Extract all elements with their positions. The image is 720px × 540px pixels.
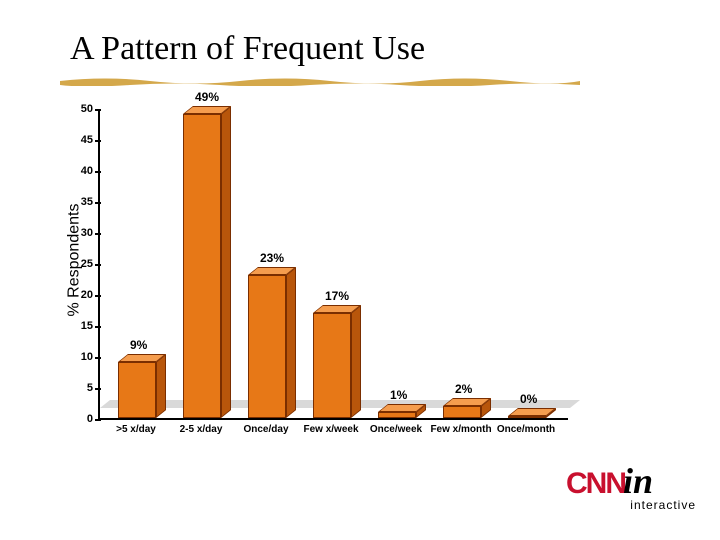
- bar-side: [286, 267, 296, 418]
- bar-chart: 9%49%23%17%1%2%0% 05101520253035404550 >…: [60, 110, 580, 450]
- y-tick: 40: [68, 165, 93, 177]
- bar: 2%: [443, 398, 491, 418]
- y-tick: 35: [68, 196, 93, 208]
- bar-front: [508, 416, 546, 418]
- bar-value-label: 0%: [520, 392, 537, 406]
- y-tick: 0: [68, 413, 93, 425]
- x-tick: >5 x/day: [105, 424, 167, 435]
- x-tick: Once/day: [235, 424, 297, 435]
- bar-front: [313, 313, 351, 418]
- logo-primary: CNN: [566, 467, 625, 501]
- bar: 0%: [508, 408, 556, 418]
- bar: 17%: [313, 305, 361, 418]
- y-tick: 25: [68, 258, 93, 270]
- bar-front: [248, 275, 286, 418]
- x-tick: Once/month: [495, 424, 557, 435]
- bar-value-label: 23%: [260, 251, 284, 265]
- bar-value-label: 17%: [325, 289, 349, 303]
- bar: 1%: [378, 404, 426, 418]
- bars-container: 9%49%23%17%1%2%0%: [100, 110, 568, 418]
- x-tick: Once/week: [365, 424, 427, 435]
- plot-area: 9%49%23%17%1%2%0%: [98, 110, 568, 420]
- x-tick: 2-5 x/day: [170, 424, 232, 435]
- bar-front: [118, 362, 156, 418]
- y-tick: 5: [68, 382, 93, 394]
- y-tick: 30: [68, 227, 93, 239]
- bar-value-label: 2%: [455, 382, 472, 396]
- bar: 9%: [118, 354, 166, 418]
- page-title: A Pattern of Frequent Use: [70, 30, 425, 68]
- y-tick: 10: [68, 351, 93, 363]
- bar-front: [183, 114, 221, 418]
- bar-value-label: 1%: [390, 388, 407, 402]
- y-tick: 15: [68, 320, 93, 332]
- bar-front: [443, 406, 481, 418]
- bar: 23%: [248, 267, 296, 418]
- bar-side: [156, 354, 166, 418]
- bar-value-label: 49%: [195, 90, 219, 104]
- bar: 49%: [183, 106, 231, 418]
- bar-front: [378, 412, 416, 418]
- logo-suffix: in: [623, 460, 653, 502]
- x-tick: Few x/week: [300, 424, 362, 435]
- y-tick: 20: [68, 289, 93, 301]
- bar-value-label: 9%: [130, 338, 147, 352]
- brand-logo: CNNin interactive: [566, 460, 696, 520]
- y-tick: 45: [68, 134, 93, 146]
- x-tick: Few x/month: [430, 424, 492, 435]
- y-tick: 50: [68, 103, 93, 115]
- title-underline: [60, 76, 580, 86]
- bar-side: [221, 106, 231, 418]
- bar-side: [351, 305, 361, 418]
